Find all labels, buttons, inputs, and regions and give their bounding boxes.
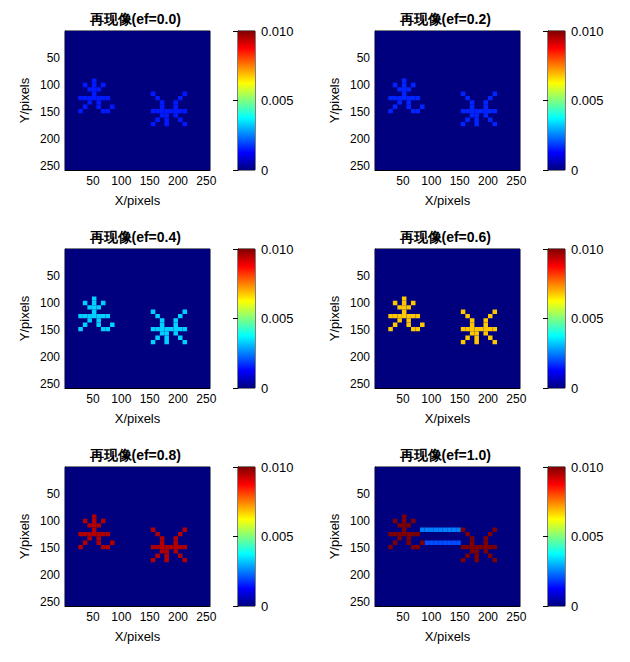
svg-text:150: 150 bbox=[40, 541, 60, 555]
svg-text:再现像(ef=0.0): 再现像(ef=0.0) bbox=[89, 11, 181, 27]
svg-text:250: 250 bbox=[196, 174, 216, 188]
svg-text:50: 50 bbox=[47, 487, 61, 501]
svg-text:50: 50 bbox=[396, 610, 410, 624]
svg-text:50: 50 bbox=[357, 269, 371, 283]
svg-text:0: 0 bbox=[571, 163, 578, 178]
svg-text:200: 200 bbox=[40, 568, 60, 582]
svg-text:50: 50 bbox=[357, 487, 371, 501]
svg-text:200: 200 bbox=[350, 132, 370, 146]
svg-text:100: 100 bbox=[421, 392, 441, 406]
svg-text:0.010: 0.010 bbox=[571, 24, 604, 39]
svg-text:50: 50 bbox=[86, 174, 100, 188]
svg-text:Y/pixels: Y/pixels bbox=[327, 77, 342, 123]
svg-text:X/pixels: X/pixels bbox=[425, 629, 471, 644]
svg-text:X/pixels: X/pixels bbox=[425, 411, 471, 426]
svg-text:150: 150 bbox=[450, 392, 470, 406]
svg-text:0.010: 0.010 bbox=[571, 460, 604, 475]
svg-text:100: 100 bbox=[350, 296, 370, 310]
svg-text:150: 150 bbox=[350, 541, 370, 555]
svg-text:Y/pixels: Y/pixels bbox=[17, 513, 32, 559]
svg-text:0.010: 0.010 bbox=[261, 242, 294, 257]
svg-text:200: 200 bbox=[478, 610, 498, 624]
svg-text:X/pixels: X/pixels bbox=[115, 193, 161, 208]
svg-text:200: 200 bbox=[40, 350, 60, 364]
svg-text:0.005: 0.005 bbox=[261, 93, 294, 108]
svg-text:Y/pixels: Y/pixels bbox=[327, 295, 342, 341]
svg-text:150: 150 bbox=[140, 392, 160, 406]
svg-text:200: 200 bbox=[350, 350, 370, 364]
svg-text:250: 250 bbox=[350, 159, 370, 173]
svg-text:100: 100 bbox=[350, 514, 370, 528]
svg-text:50: 50 bbox=[357, 51, 371, 65]
svg-text:0: 0 bbox=[571, 381, 578, 396]
svg-text:100: 100 bbox=[421, 174, 441, 188]
svg-text:250: 250 bbox=[40, 377, 60, 391]
svg-text:250: 250 bbox=[506, 392, 526, 406]
svg-text:50: 50 bbox=[396, 392, 410, 406]
svg-text:0.010: 0.010 bbox=[261, 460, 294, 475]
svg-text:50: 50 bbox=[396, 174, 410, 188]
svg-text:250: 250 bbox=[350, 595, 370, 609]
svg-text:50: 50 bbox=[47, 269, 61, 283]
svg-text:50: 50 bbox=[47, 51, 61, 65]
svg-text:0.005: 0.005 bbox=[571, 529, 604, 544]
svg-text:200: 200 bbox=[168, 610, 188, 624]
svg-text:100: 100 bbox=[40, 78, 60, 92]
svg-text:100: 100 bbox=[350, 78, 370, 92]
svg-text:250: 250 bbox=[196, 392, 216, 406]
svg-text:100: 100 bbox=[421, 610, 441, 624]
svg-text:0: 0 bbox=[261, 381, 268, 396]
svg-text:100: 100 bbox=[111, 610, 131, 624]
svg-text:200: 200 bbox=[40, 132, 60, 146]
svg-text:0.010: 0.010 bbox=[261, 24, 294, 39]
svg-text:150: 150 bbox=[350, 105, 370, 119]
svg-text:再现像(ef=0.4): 再现像(ef=0.4) bbox=[89, 229, 181, 245]
svg-text:250: 250 bbox=[40, 159, 60, 173]
svg-text:0.005: 0.005 bbox=[261, 311, 294, 326]
svg-text:100: 100 bbox=[40, 514, 60, 528]
svg-text:200: 200 bbox=[350, 568, 370, 582]
svg-text:0: 0 bbox=[261, 599, 268, 614]
svg-text:0.005: 0.005 bbox=[571, 93, 604, 108]
svg-text:250: 250 bbox=[196, 610, 216, 624]
svg-text:50: 50 bbox=[86, 610, 100, 624]
svg-text:150: 150 bbox=[450, 174, 470, 188]
svg-text:250: 250 bbox=[350, 377, 370, 391]
svg-text:250: 250 bbox=[40, 595, 60, 609]
svg-text:0: 0 bbox=[261, 163, 268, 178]
svg-text:Y/pixels: Y/pixels bbox=[17, 77, 32, 123]
svg-text:再现像(ef=1.0): 再现像(ef=1.0) bbox=[399, 447, 491, 463]
svg-text:0: 0 bbox=[571, 599, 578, 614]
svg-text:250: 250 bbox=[506, 610, 526, 624]
svg-text:200: 200 bbox=[168, 174, 188, 188]
svg-text:再现像(ef=0.6): 再现像(ef=0.6) bbox=[399, 229, 491, 245]
svg-text:150: 150 bbox=[350, 323, 370, 337]
svg-text:50: 50 bbox=[86, 392, 100, 406]
svg-text:再现像(ef=0.8): 再现像(ef=0.8) bbox=[89, 447, 181, 463]
svg-text:100: 100 bbox=[111, 392, 131, 406]
svg-text:Y/pixels: Y/pixels bbox=[327, 513, 342, 559]
svg-text:200: 200 bbox=[478, 174, 498, 188]
svg-text:200: 200 bbox=[168, 392, 188, 406]
svg-text:150: 150 bbox=[140, 174, 160, 188]
svg-text:250: 250 bbox=[506, 174, 526, 188]
svg-text:200: 200 bbox=[478, 392, 498, 406]
svg-text:X/pixels: X/pixels bbox=[425, 193, 471, 208]
svg-text:150: 150 bbox=[140, 610, 160, 624]
svg-text:X/pixels: X/pixels bbox=[115, 629, 161, 644]
svg-text:0.005: 0.005 bbox=[571, 311, 604, 326]
svg-text:150: 150 bbox=[450, 610, 470, 624]
svg-text:再现像(ef=0.2): 再现像(ef=0.2) bbox=[399, 11, 491, 27]
svg-text:0.010: 0.010 bbox=[571, 242, 604, 257]
svg-text:150: 150 bbox=[40, 105, 60, 119]
svg-text:100: 100 bbox=[40, 296, 60, 310]
svg-text:Y/pixels: Y/pixels bbox=[17, 295, 32, 341]
svg-text:100: 100 bbox=[111, 174, 131, 188]
svg-text:0.005: 0.005 bbox=[261, 529, 294, 544]
svg-text:X/pixels: X/pixels bbox=[115, 411, 161, 426]
svg-text:150: 150 bbox=[40, 323, 60, 337]
